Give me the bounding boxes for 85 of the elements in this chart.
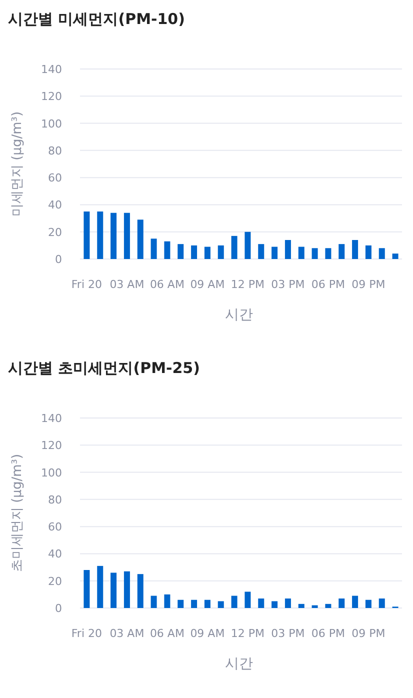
bar — [378, 598, 385, 608]
chart-title: 시간별 미세먼지(PM-10) — [8, 10, 185, 28]
y-tick-label: 120 — [41, 90, 62, 104]
x-tick-label: Fri 20 — [71, 627, 102, 640]
x-tick-label: 06 PM — [311, 627, 346, 640]
bar — [365, 245, 372, 259]
x-tick-label: 03 AM — [110, 278, 144, 291]
bar — [272, 601, 278, 608]
y-tick-label: 80 — [48, 144, 62, 158]
x-tick-label: 12 PM — [230, 627, 265, 640]
x-tick-label: 09 AM — [190, 627, 225, 640]
bar — [124, 212, 130, 259]
bar — [97, 212, 104, 259]
x-tick-label: 06 AM — [150, 278, 184, 291]
y-tick-label: 40 — [48, 198, 62, 212]
x-tick-label: 06 AM — [150, 627, 184, 640]
bar — [218, 601, 224, 608]
y-tick-label: 0 — [55, 253, 62, 266]
bar — [84, 212, 90, 259]
bar — [392, 254, 398, 259]
bar — [298, 246, 304, 259]
y-axis-title: 미세먼지 (μg/m³) — [10, 111, 25, 217]
bar — [178, 600, 184, 608]
bar — [298, 604, 304, 608]
bar — [110, 212, 117, 259]
bar — [244, 232, 251, 259]
bar — [137, 574, 144, 608]
x-axis-title: 시간 — [225, 307, 253, 323]
bar — [150, 238, 157, 259]
bar — [258, 244, 264, 259]
x-tick-label: 09 PM — [352, 278, 386, 291]
bar — [231, 236, 238, 259]
y-tick-label: 100 — [41, 466, 62, 480]
bar — [325, 604, 332, 608]
x-tick-label: Fri 20 — [71, 278, 102, 291]
bar — [378, 248, 385, 259]
y-tick-label: 140 — [41, 412, 62, 425]
bar — [352, 240, 358, 259]
bar — [325, 248, 332, 259]
bar — [365, 600, 372, 608]
y-tick-label: 60 — [48, 520, 62, 534]
bar — [231, 596, 238, 608]
x-tick-label: 12 PM — [230, 278, 265, 291]
bar — [204, 600, 210, 608]
bar — [164, 594, 170, 608]
y-tick-label: 140 — [41, 63, 62, 76]
y-tick-label: 100 — [41, 117, 62, 130]
x-tick-label: 09 AM — [190, 278, 225, 291]
bar — [110, 572, 117, 608]
bar — [284, 240, 291, 259]
bar — [191, 600, 198, 608]
x-tick-label: 03 PM — [271, 278, 305, 291]
bar — [97, 566, 104, 608]
bar — [137, 220, 144, 259]
y-tick-label: 0 — [55, 602, 62, 615]
y-tick-label: 20 — [48, 226, 62, 239]
y-axis-title: 초미세먼지 (μg/m³) — [10, 454, 25, 572]
y-tick-label: 20 — [48, 574, 62, 588]
bar — [191, 245, 198, 259]
bar — [218, 245, 224, 259]
x-tick-label: 09 PM — [352, 627, 386, 640]
bar — [244, 592, 251, 608]
bar — [204, 246, 210, 259]
bar — [272, 246, 278, 259]
y-tick-label: 80 — [48, 493, 62, 506]
bar — [150, 596, 157, 608]
y-tick-label: 120 — [41, 439, 62, 452]
y-tick-label: 40 — [48, 548, 62, 561]
bar — [178, 244, 184, 259]
y-tick-label: 60 — [48, 172, 62, 185]
chart-title: 시간별 초미세먼지(PM-25) — [8, 359, 200, 377]
x-axis-title: 시간 — [225, 656, 253, 672]
bar — [164, 241, 170, 259]
bar — [312, 248, 318, 259]
x-tick-label: 03 PM — [271, 627, 305, 640]
bar — [338, 598, 345, 608]
x-tick-label: 06 PM — [311, 278, 346, 291]
bar — [84, 570, 90, 608]
bar — [258, 598, 264, 608]
bar — [312, 605, 318, 608]
bar — [352, 596, 358, 608]
x-tick-label: 03 AM — [110, 627, 144, 640]
bar — [338, 244, 345, 259]
bar — [284, 598, 291, 608]
bar — [124, 571, 130, 608]
